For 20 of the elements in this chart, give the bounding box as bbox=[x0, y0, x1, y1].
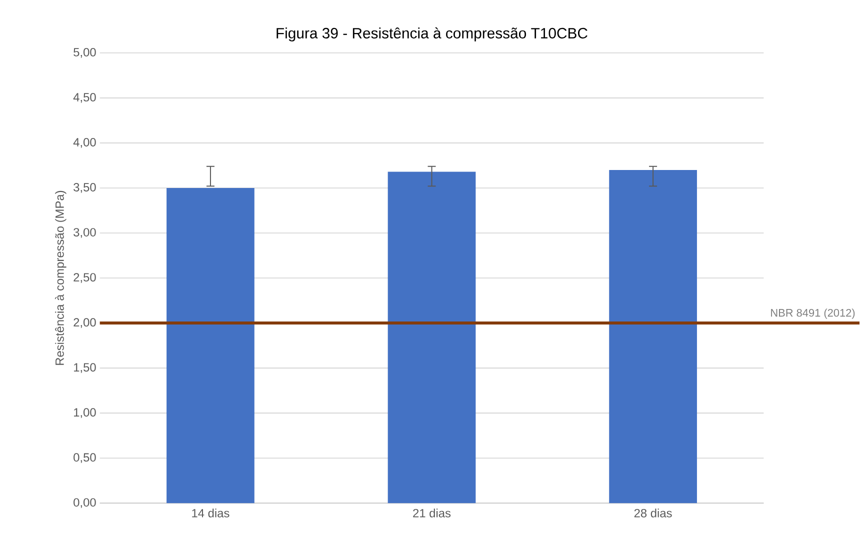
y-tick-label: 5,00 bbox=[74, 48, 96, 58]
y-tick-label: 0,50 bbox=[74, 453, 96, 463]
y-tick-label: 1,50 bbox=[74, 363, 96, 373]
x-tick-label: 14 dias bbox=[192, 508, 230, 518]
y-axis-title: Resistência à compressão (MPa) bbox=[55, 190, 66, 365]
bar bbox=[609, 170, 697, 504]
x-tick-label: 28 dias bbox=[634, 508, 672, 518]
ref-line-label: NBR 8491 (2012) bbox=[771, 308, 855, 319]
bar bbox=[388, 172, 476, 504]
y-tick-label: 2,00 bbox=[74, 318, 96, 328]
y-tick-label: 3,00 bbox=[74, 228, 96, 238]
y-tick-label: 1,00 bbox=[74, 408, 96, 418]
y-tick-label: 2,50 bbox=[74, 273, 96, 283]
bar bbox=[166, 188, 254, 504]
x-tick-label: 21 dias bbox=[413, 508, 451, 518]
y-tick-label: 3,50 bbox=[74, 183, 96, 193]
y-tick-label: 0,00 bbox=[74, 498, 96, 508]
chart-title: Figura 39 - Resistência à compressão T10CBC bbox=[276, 27, 588, 42]
y-tick-label: 4,00 bbox=[73, 138, 96, 148]
y-tick-label: 4,50 bbox=[73, 92, 96, 103]
